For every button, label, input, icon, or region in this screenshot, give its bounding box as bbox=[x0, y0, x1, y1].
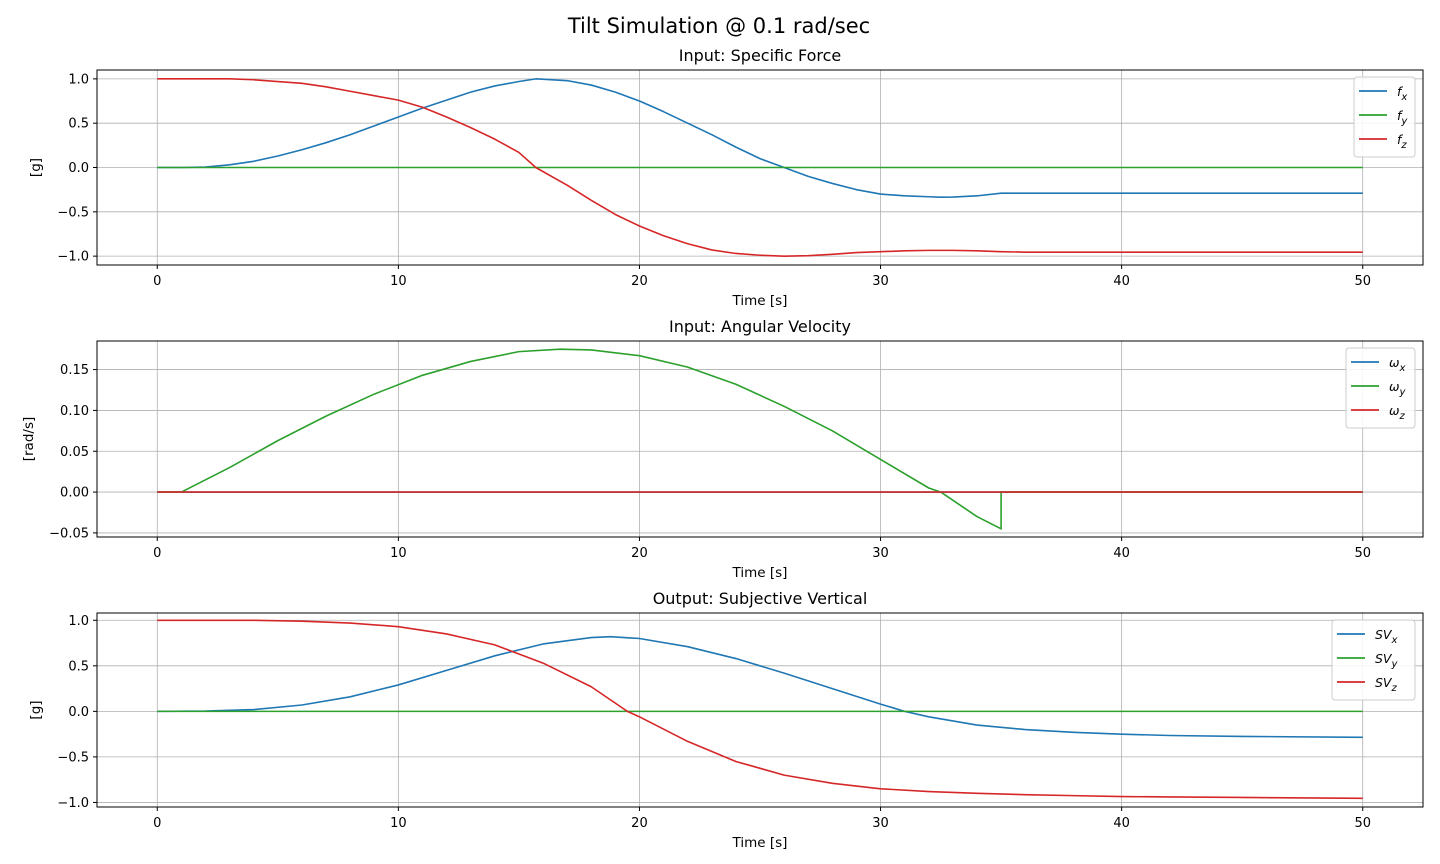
x-tick-label: 20 bbox=[631, 546, 648, 561]
subplots: 0 10 20 30 40 50 1.0 0.5 0.0 −0.5 −1.0 Input: Speci… bbox=[21, 46, 1424, 851]
legend-entry-subscript: y bbox=[1391, 659, 1399, 670]
axes-frame bbox=[96, 340, 1424, 538]
y-tick-label: 0.00 bbox=[60, 486, 89, 501]
legend-entry-name: f bbox=[1397, 132, 1403, 147]
subplot-1: 0 10 20 30 40 50 1.0 0.5 0.0 −0.5 −1.0 Input: Speci… bbox=[28, 46, 1424, 309]
y-tick-label: 1.0 bbox=[68, 614, 89, 629]
series-line-f-z bbox=[157, 78, 1363, 257]
legend-box bbox=[1331, 619, 1416, 701]
y-axis-label: [g] bbox=[28, 158, 44, 177]
x-tick-label: 10 bbox=[390, 816, 407, 831]
legend-entry: ωy bbox=[1389, 379, 1406, 398]
legend-entry: fy bbox=[1397, 108, 1408, 127]
legend-entry-subscript: y bbox=[1400, 116, 1408, 127]
x-axis-label: Time [s] bbox=[732, 835, 788, 851]
x-tick-label: 30 bbox=[872, 816, 889, 831]
legend-entry-subscript: x bbox=[1400, 92, 1407, 103]
x-tick-label: 10 bbox=[390, 546, 407, 561]
x-tick-label: 20 bbox=[631, 274, 648, 289]
legend-entry-name: SV bbox=[1375, 651, 1393, 666]
legend-entry-name: f bbox=[1397, 108, 1403, 123]
x-tick-label: 50 bbox=[1354, 816, 1371, 831]
y-tick-label: −0.5 bbox=[57, 750, 89, 765]
legend-entry: ωz bbox=[1389, 403, 1405, 422]
series-line-sv-z bbox=[157, 619, 1363, 800]
legend-entry-subscript: y bbox=[1398, 387, 1406, 398]
figure-title: Tilt Simulation @ 0.1 rad/sec bbox=[567, 14, 870, 38]
legend-entry-name: SV bbox=[1375, 675, 1393, 690]
subplot-2: 0 10 20 30 40 50 0.15 0.10 0.05 0.00 −0.05 Input: A… bbox=[21, 317, 1424, 581]
legend-entry: ωx bbox=[1389, 355, 1405, 374]
legend-entry-name: f bbox=[1397, 84, 1403, 99]
x-tick-label: 0 bbox=[153, 816, 161, 831]
y-tick-label: −1.0 bbox=[57, 796, 89, 811]
x-tick-label: 50 bbox=[1354, 546, 1371, 561]
legend-entry: SVy bbox=[1375, 651, 1399, 670]
y-tick-label: 0.5 bbox=[68, 117, 89, 132]
legend-entry-name: ω bbox=[1389, 403, 1399, 418]
x-axis-label: Time [s] bbox=[732, 293, 788, 309]
legend-entry-name: SV bbox=[1375, 627, 1393, 642]
y-tick-label: −0.05 bbox=[49, 526, 89, 541]
x-tick-label: 30 bbox=[872, 274, 889, 289]
series-line-sv-x bbox=[157, 635, 1363, 739]
y-tick-label: 0.5 bbox=[68, 659, 89, 674]
x-tick-label: 10 bbox=[390, 274, 407, 289]
subplot-3: 0 10 20 30 40 50 1.0 0.5 0.0 −0.5 −1.0 Output: Subj… bbox=[28, 589, 1424, 851]
x-tick-label: 0 bbox=[153, 546, 161, 561]
y-tick-label: 0.05 bbox=[60, 445, 89, 460]
y-tick-label: 0.15 bbox=[60, 363, 89, 378]
subplot-title: Input: Angular Velocity bbox=[669, 317, 851, 336]
x-tick-label: 40 bbox=[1113, 274, 1130, 289]
x-tick-label: 0 bbox=[153, 274, 161, 289]
x-tick-label: 40 bbox=[1113, 816, 1130, 831]
legend-entry-subscript: z bbox=[1391, 683, 1398, 694]
y-tick-label: 0.0 bbox=[68, 705, 89, 720]
y-axis-label: [rad/s] bbox=[21, 417, 37, 462]
y-tick-label: 0.10 bbox=[60, 404, 89, 419]
y-tick-label: 1.0 bbox=[68, 72, 89, 87]
legend-entry-name: ω bbox=[1389, 379, 1399, 394]
x-tick-label: 50 bbox=[1354, 274, 1371, 289]
series-line-f-x bbox=[157, 78, 1363, 198]
series-line-ω-y bbox=[157, 348, 1363, 530]
legend-entry-subscript: z bbox=[1398, 411, 1405, 422]
legend-entry-subscript: z bbox=[1400, 140, 1407, 151]
legend-entry: SVz bbox=[1375, 675, 1398, 694]
legend-entry: fx bbox=[1397, 84, 1407, 103]
legend-box bbox=[1353, 76, 1416, 158]
legend-box bbox=[1345, 347, 1416, 429]
subplot-title: Output: Subjective Vertical bbox=[653, 589, 868, 608]
x-tick-label: 20 bbox=[631, 816, 648, 831]
legend-entry-name: ω bbox=[1389, 355, 1399, 370]
axes-frame bbox=[96, 612, 1424, 808]
x-axis-label: Time [s] bbox=[732, 565, 788, 581]
subplot-title: Input: Specific Force bbox=[679, 46, 842, 65]
y-tick-label: 0.0 bbox=[68, 161, 89, 176]
y-tick-label: −1.0 bbox=[57, 250, 89, 265]
legend-entry-subscript: x bbox=[1391, 635, 1398, 646]
y-tick-label: −0.5 bbox=[57, 205, 89, 220]
x-tick-label: 30 bbox=[872, 546, 889, 561]
legend-entry: SVx bbox=[1375, 627, 1398, 646]
y-axis-label: [g] bbox=[28, 700, 44, 719]
legend-entry-subscript: x bbox=[1398, 363, 1405, 374]
legend-entry: fz bbox=[1397, 132, 1407, 151]
x-tick-label: 40 bbox=[1113, 546, 1130, 561]
